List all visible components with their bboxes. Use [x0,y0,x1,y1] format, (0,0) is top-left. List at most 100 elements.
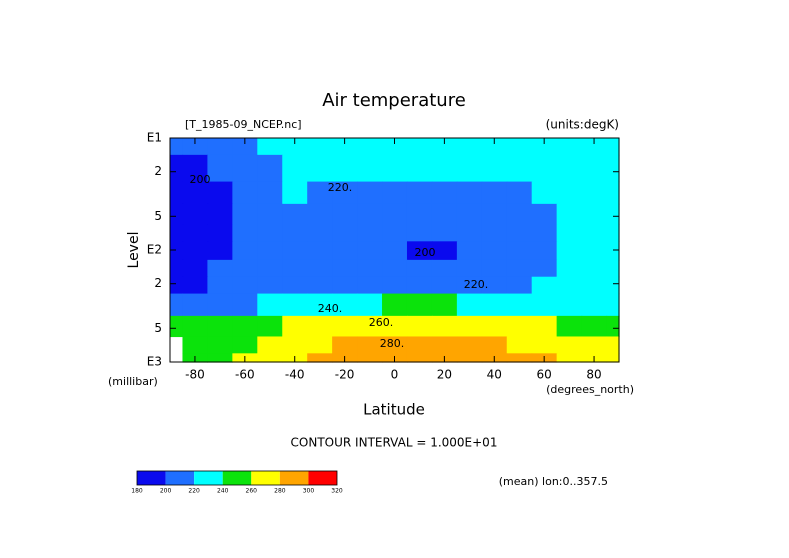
x-tick-label: -20 [335,368,355,382]
contour-cell [332,154,358,183]
contour-cell [382,315,408,338]
contour-cell [606,224,620,242]
contour-cell [506,181,533,205]
contour-cell [406,241,433,261]
contour-interval: CONTOUR INTERVAL = 1.000E+01 [291,436,498,450]
contour-cell [282,276,308,295]
contour-cell [282,293,308,317]
contour-cell [207,203,233,226]
contour-cell [531,336,558,354]
contour-cell [481,224,508,242]
contour-cell [332,336,358,354]
contour-cell [506,353,533,363]
contour-label: 220. [328,181,353,194]
contour-cell [481,315,508,338]
contour-cell [581,181,608,205]
contour-cell [556,224,583,242]
contour-cell [357,259,383,278]
contour-cell [232,276,258,295]
colorbar-swatch [165,471,195,485]
contour-cell [207,293,233,317]
contour-cell [606,154,620,183]
contour-cell [581,293,608,317]
colorbar-swatch [279,471,309,485]
colorbar-label: 220 [188,488,200,495]
dataset-label: [T_1985-09_NCEP.nc] [185,118,302,131]
contour-label: 220. [464,278,489,291]
contour-cell [307,138,333,156]
contour-cell [257,241,283,261]
contour-cell [332,224,358,242]
contour-cell [257,315,283,338]
x-tick-label: 20 [437,368,452,382]
contour-cell [170,154,184,183]
contour-cell [357,154,383,183]
colorbar-label: 320 [331,488,343,495]
contour-cell [406,181,433,205]
contour-cell [357,224,383,242]
footer-label: (mean) lon:0..357.5 [499,475,608,488]
contour-cell [531,276,558,295]
contour-cell [182,276,209,295]
contour-label: 200 [190,173,211,186]
contour-cell [282,259,308,278]
contour-cell [481,154,508,183]
contour-cell [207,315,233,338]
contour-cell [207,241,233,261]
contour-cell [581,315,608,338]
contour-cell [232,293,258,317]
y-tick-label: 2 [154,276,162,290]
contour-cell [307,181,333,205]
colorbar-swatch [194,471,223,485]
contour-cell [506,154,533,183]
contour-cell [332,293,358,317]
x-tick-label: -80 [185,368,205,382]
contour-cell [506,224,533,242]
contour-cell [382,293,408,317]
contour-cell [232,241,258,261]
y-tick-label: 2 [154,164,162,178]
contour-cell [357,241,383,261]
contour-cell [170,224,184,242]
x-tick-label: 60 [537,368,552,382]
contour-cell [556,276,583,295]
contour-cell [382,241,408,261]
contour-cell [182,293,209,317]
contour-cell [170,241,184,261]
contour-cell [257,181,283,205]
contour-label: 260. [369,316,394,329]
contour-cell [307,315,333,338]
contour-cell [406,203,433,226]
contour-cell [581,276,608,295]
contour-field [170,138,620,363]
contour-label: 240. [318,302,343,315]
contour-cell [182,154,209,183]
contour-cell [257,293,283,317]
contour-cell [506,276,533,295]
contour-cell [170,259,184,278]
contour-cell [456,181,483,205]
contour-cell [170,276,184,295]
contour-cell [506,336,533,354]
contour-cell [332,315,358,338]
contour-cell [207,353,233,363]
contour-cell [456,353,483,363]
contour-cell [431,336,458,354]
contour-cell [406,353,433,363]
contour-cell [282,181,308,205]
chart-title: Air temperature [322,90,466,111]
colorbar-swatch [251,471,280,485]
contour-cell [332,181,358,205]
colorbar-label: 280 [274,488,286,495]
contour-cell [357,315,383,338]
x-units-label: (degrees_north) [546,383,634,396]
contour-cell [257,336,283,354]
contour-cell [207,154,233,183]
colorbar-swatch [222,471,252,485]
contour-cell [182,138,209,156]
y-units-label: (millibar) [108,375,158,388]
contour-cell [456,154,483,183]
contour-cell [232,259,258,278]
contour-cell [382,224,408,242]
